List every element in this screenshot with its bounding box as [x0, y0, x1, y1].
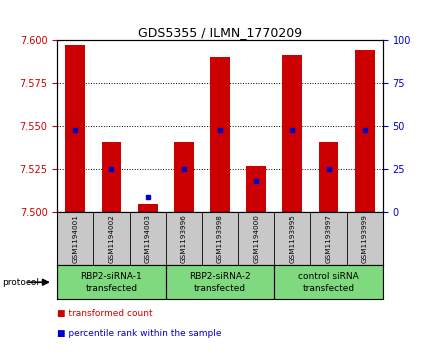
Text: ■ percentile rank within the sample: ■ percentile rank within the sample: [57, 330, 222, 338]
Bar: [174, 142, 194, 212]
Bar: [138, 204, 158, 212]
Text: ■ transformed count: ■ transformed count: [57, 310, 153, 318]
Bar: [210, 57, 230, 212]
Text: protocol: protocol: [2, 278, 39, 287]
Text: GSM1194002: GSM1194002: [109, 214, 114, 263]
Text: GSM1193996: GSM1193996: [181, 214, 187, 263]
Bar: [282, 56, 302, 212]
Text: GSM1193995: GSM1193995: [290, 214, 295, 263]
Bar: [319, 142, 338, 212]
Text: GSM1194003: GSM1194003: [145, 214, 150, 263]
Bar: [66, 45, 85, 212]
Text: GSM1193999: GSM1193999: [362, 214, 368, 263]
Text: GSM1193997: GSM1193997: [326, 214, 331, 263]
Text: RBP2-siRNA-1
transfected: RBP2-siRNA-1 transfected: [81, 272, 143, 293]
Bar: [246, 166, 266, 212]
Text: GSM1194000: GSM1194000: [253, 214, 259, 263]
Text: GSM1193998: GSM1193998: [217, 214, 223, 263]
Text: RBP2-siRNA-2
transfected: RBP2-siRNA-2 transfected: [189, 272, 251, 293]
Bar: [102, 142, 121, 212]
Text: GSM1194001: GSM1194001: [72, 214, 78, 263]
Title: GDS5355 / ILMN_1770209: GDS5355 / ILMN_1770209: [138, 26, 302, 39]
Text: control siRNA
transfected: control siRNA transfected: [298, 272, 359, 293]
Bar: [355, 50, 375, 212]
